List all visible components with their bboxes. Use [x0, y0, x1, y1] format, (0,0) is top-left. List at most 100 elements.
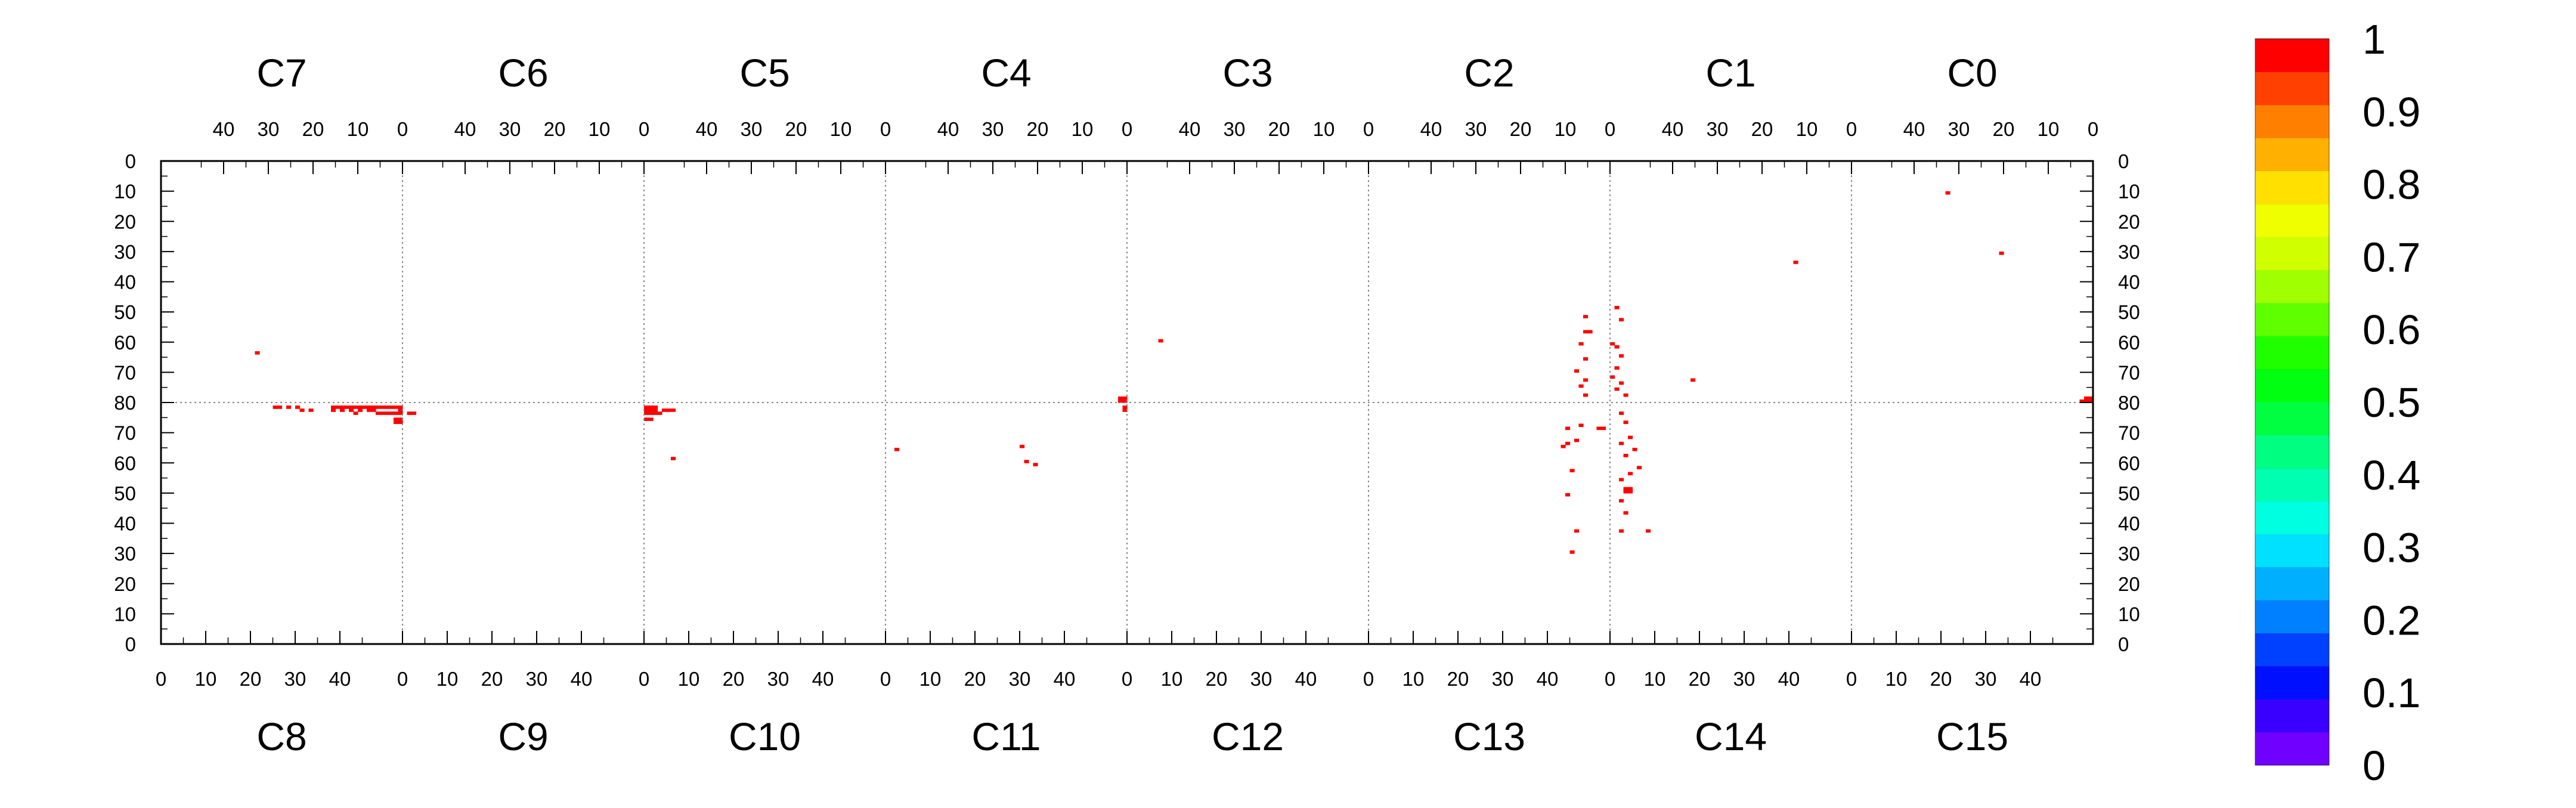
heatmap-cell — [1623, 420, 1628, 425]
heatmap-cell — [1628, 435, 1633, 439]
heatmap-cell — [394, 420, 399, 425]
heatmap-cell — [1623, 511, 1628, 515]
heatmap-cell — [1583, 378, 1589, 382]
heatmap-cell — [1122, 405, 1128, 409]
heatmap-cell — [286, 405, 292, 409]
heatmap-cell — [1565, 426, 1571, 431]
bottom-tick-label: 10 — [195, 668, 217, 690]
heatmap-cell — [648, 405, 654, 409]
heatmap-cell — [653, 408, 658, 412]
bottom-tick-label: 40 — [1537, 668, 1559, 690]
heatmap-cell — [273, 405, 278, 409]
heatmap-cell — [376, 411, 381, 415]
bottom-tick-label: 0 — [639, 668, 649, 690]
heatmap-cell — [1158, 339, 1163, 343]
right-tick-label: 20 — [2118, 573, 2140, 595]
top-tick-label: 20 — [1993, 118, 2015, 140]
bottom-tick-label: 20 — [1447, 668, 1469, 690]
top-tick-label: 30 — [1948, 118, 1970, 140]
bottom-tick-label: 10 — [1161, 668, 1183, 690]
top-tick-label: 40 — [1662, 118, 1684, 140]
right-tick-label: 40 — [2118, 271, 2140, 293]
colorbar-segment — [2255, 699, 2329, 733]
colorbar-segment — [2255, 665, 2329, 699]
top-tick-label: 10 — [347, 118, 369, 140]
top-tick-label: 20 — [785, 118, 807, 140]
heatmap-cell — [1587, 330, 1593, 334]
top-tick-label: 30 — [499, 118, 521, 140]
colorbar-frame — [2255, 38, 2330, 766]
heatmap-cell — [358, 408, 363, 412]
heatmap-cell — [349, 405, 354, 409]
top-tick-label: 30 — [1707, 118, 1729, 140]
top-tick-label: 20 — [1027, 118, 1049, 140]
bottom-tick-label: 30 — [1975, 668, 1997, 690]
left-tick-label: 10 — [114, 181, 136, 203]
top-tick-label: 40 — [454, 118, 476, 140]
top-tick-label: 0 — [397, 118, 408, 140]
bottom-tick-label: 40 — [1778, 668, 1800, 690]
top-tick-label: 10 — [1796, 118, 1818, 140]
top-tick-label: 20 — [544, 118, 566, 140]
left-tick-label: 0 — [125, 150, 136, 172]
bottom-tick-label: 0 — [1363, 668, 1374, 690]
left-tick-label: 70 — [114, 422, 136, 444]
bottom-tick-label: 10 — [678, 668, 700, 690]
left-tick-label: 60 — [114, 452, 136, 474]
colorbar: 1 0.9 0.8 0.7 0.6 0.5 0.4 0.3 0.2 0.1 0 — [2255, 16, 2420, 789]
heatmap-cell — [398, 405, 403, 409]
heatmap-cell — [644, 417, 649, 421]
top-channel-label: C1 — [1705, 51, 1755, 95]
heatmap-cell — [1623, 490, 1628, 494]
bottom-tick-label: 20 — [1930, 668, 1952, 690]
bottom-channel-label: C8 — [256, 714, 306, 759]
heatmap-cell — [648, 417, 654, 421]
left-tick-label: 70 — [114, 361, 136, 383]
colorbar-segment — [2255, 39, 2329, 72]
colorbar-segment — [2255, 600, 2329, 634]
right-tick-label: 0 — [2118, 633, 2129, 655]
bottom-channel-label: C10 — [729, 714, 801, 759]
heatmap-cell — [1024, 460, 1029, 463]
top-tick-label: 10 — [830, 118, 852, 140]
heatmap-cell — [1999, 251, 2004, 255]
top-channel-label: C7 — [256, 51, 306, 95]
colorbar-tick-label: 0.6 — [2363, 307, 2420, 353]
colorbar-tick-label: 0.3 — [2363, 525, 2420, 571]
bottom-tick-label: 40 — [2020, 668, 2042, 690]
colorbar-segment — [2255, 237, 2329, 271]
left-tick-label: 10 — [114, 603, 136, 625]
right-tick-label: 10 — [2118, 603, 2140, 625]
heatmap-cell — [1619, 318, 1624, 321]
top-tick-label: 10 — [2038, 118, 2060, 140]
heatmap-cell — [1614, 366, 1620, 370]
heatmap-cell — [398, 411, 403, 415]
top-tick-label: 40 — [1420, 118, 1442, 140]
heatmap-cell — [349, 408, 354, 412]
heatmap-cell — [1596, 426, 1602, 431]
colorbar-tick-label: 0 — [2363, 742, 2386, 789]
heatmap-cell — [1690, 378, 1696, 382]
top-tick-label: 30 — [1224, 118, 1246, 140]
left-tick-label: 20 — [114, 573, 136, 595]
colorbar-tick-label: 0.9 — [2363, 89, 2420, 135]
heatmap-cell — [1793, 261, 1798, 264]
heatmap-cell — [1632, 447, 1637, 451]
right-tick-label: 50 — [2118, 301, 2140, 323]
colorbar-segment — [2255, 468, 2329, 501]
top-tick-label: 0 — [1846, 118, 1857, 140]
heatmap-cell — [389, 411, 394, 415]
heatmap-cell — [398, 408, 403, 412]
heatmap-cell — [2079, 399, 2085, 403]
heatmap-cell — [1614, 387, 1620, 391]
top-tick-label: 30 — [982, 118, 1004, 140]
bottom-tick-label: 0 — [1605, 668, 1615, 690]
heatmap-cell — [295, 405, 301, 409]
colorbar-tick-label: 0.2 — [2363, 597, 2420, 643]
top-tick-label: 20 — [302, 118, 324, 140]
top-tick-label: 40 — [213, 118, 235, 140]
top-tick-label: 0 — [1605, 118, 1615, 140]
colorbar-segment — [2255, 732, 2329, 766]
